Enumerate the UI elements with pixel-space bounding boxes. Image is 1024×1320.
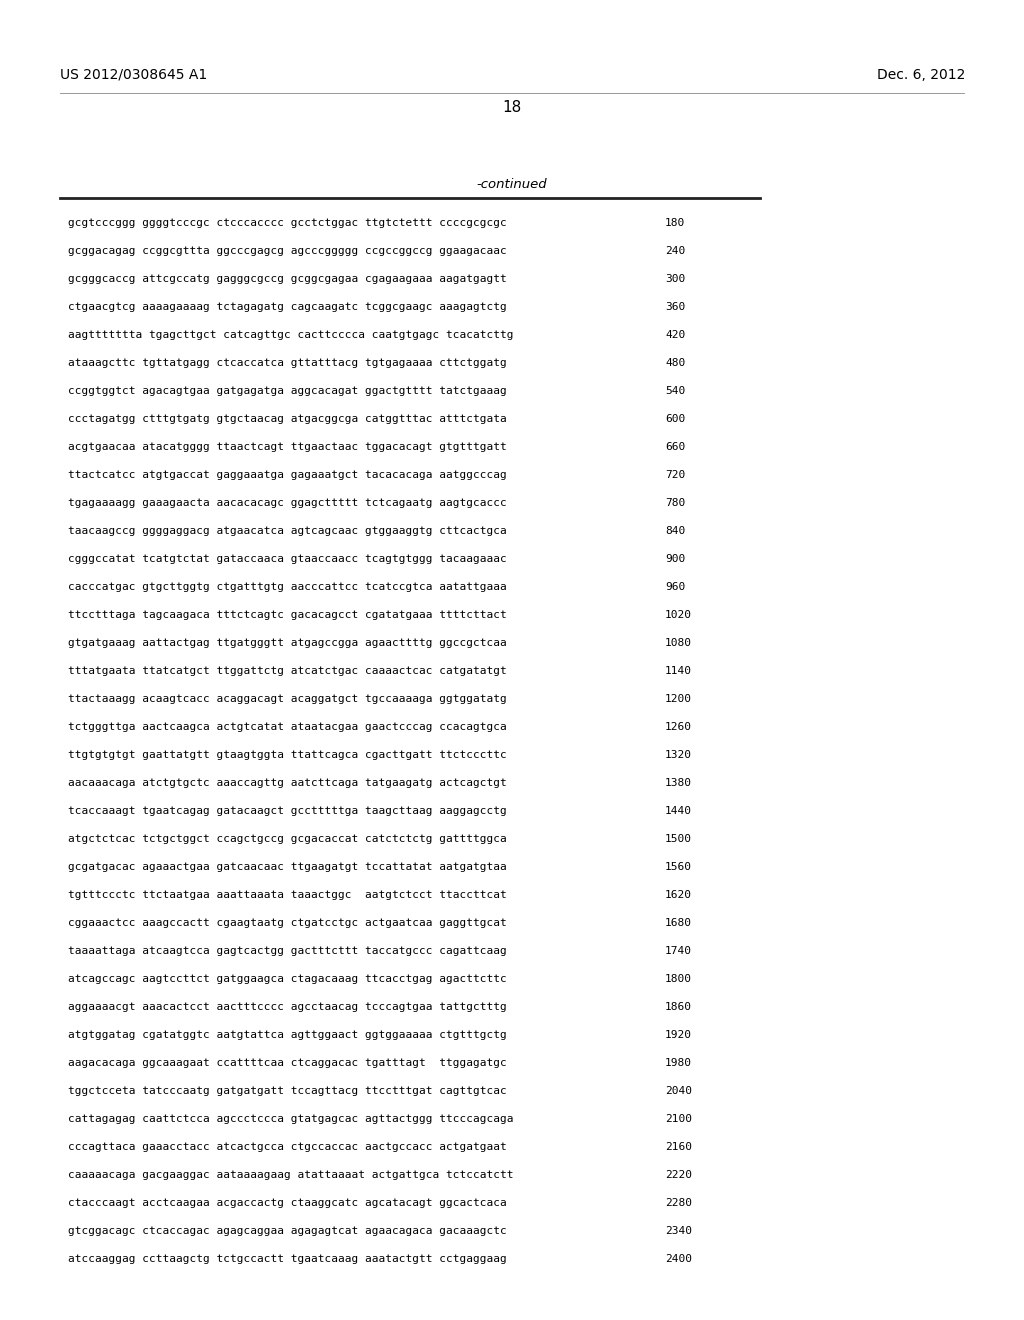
- Text: aagacacaga ggcaaagaat ccattttcaa ctcaggacac tgatttagt  ttggagatgc: aagacacaga ggcaaagaat ccattttcaa ctcagga…: [68, 1059, 507, 1068]
- Text: 2100: 2100: [665, 1114, 692, 1125]
- Text: tggctcceta tatcccaatg gatgatgatt tccagttacg ttcctttgat cagttgtcac: tggctcceta tatcccaatg gatgatgatt tccagtt…: [68, 1086, 507, 1096]
- Text: aacaaacaga atctgtgctc aaaccagttg aatcttcaga tatgaagatg actcagctgt: aacaaacaga atctgtgctc aaaccagttg aatcttc…: [68, 777, 507, 788]
- Text: 1740: 1740: [665, 946, 692, 956]
- Text: cggaaactcc aaagccactt cgaagtaatg ctgatcctgc actgaatcaa gaggttgcat: cggaaactcc aaagccactt cgaagtaatg ctgatcc…: [68, 917, 507, 928]
- Text: atgtggatag cgatatggtc aatgtattca agttggaact ggtggaaaaa ctgtttgctg: atgtggatag cgatatggtc aatgtattca agttgga…: [68, 1030, 507, 1040]
- Text: 960: 960: [665, 582, 685, 591]
- Text: atcagccagc aagtccttct gatggaagca ctagacaaag ttcacctgag agacttcttc: atcagccagc aagtccttct gatggaagca ctagaca…: [68, 974, 507, 983]
- Text: tctgggttga aactcaagca actgtcatat ataatacgaa gaactcccag ccacagtgca: tctgggttga aactcaagca actgtcatat ataatac…: [68, 722, 507, 733]
- Text: acgtgaacaa atacatgggg ttaactcagt ttgaactaac tggacacagt gtgtttgatt: acgtgaacaa atacatgggg ttaactcagt ttgaact…: [68, 442, 507, 451]
- Text: 1440: 1440: [665, 807, 692, 816]
- Text: -continued: -continued: [477, 178, 547, 191]
- Text: cattagagag caattctcca agccctccca gtatgagcac agttactggg ttcccagcaga: cattagagag caattctcca agccctccca gtatgag…: [68, 1114, 513, 1125]
- Text: ataaagcttc tgttatgagg ctcaccatca gttatttacg tgtgagaaaa cttctggatg: ataaagcttc tgttatgagg ctcaccatca gttattt…: [68, 358, 507, 368]
- Text: 1500: 1500: [665, 834, 692, 843]
- Text: 2400: 2400: [665, 1254, 692, 1265]
- Text: ttactcatcc atgtgaccat gaggaaatga gagaaatgct tacacacaga aatggcccag: ttactcatcc atgtgaccat gaggaaatga gagaaat…: [68, 470, 507, 480]
- Text: Dec. 6, 2012: Dec. 6, 2012: [877, 69, 965, 82]
- Text: 2340: 2340: [665, 1226, 692, 1236]
- Text: tttatgaata ttatcatgct ttggattctg atcatctgac caaaactcac catgatatgt: tttatgaata ttatcatgct ttggattctg atcatct…: [68, 667, 507, 676]
- Text: 1980: 1980: [665, 1059, 692, 1068]
- Text: 420: 420: [665, 330, 685, 341]
- Text: 2220: 2220: [665, 1170, 692, 1180]
- Text: ctgaacgtcg aaaagaaaag tctagagatg cagcaagatc tcggcgaagc aaagagtctg: ctgaacgtcg aaaagaaaag tctagagatg cagcaag…: [68, 302, 507, 312]
- Text: 360: 360: [665, 302, 685, 312]
- Text: 180: 180: [665, 218, 685, 228]
- Text: tcaccaaagt tgaatcagag gatacaagct gcctttttga taagcttaag aaggagcctg: tcaccaaagt tgaatcagag gatacaagct gcctttt…: [68, 807, 507, 816]
- Text: 1320: 1320: [665, 750, 692, 760]
- Text: ctacccaagt acctcaagaa acgaccactg ctaaggcatc agcatacagt ggcactcaca: ctacccaagt acctcaagaa acgaccactg ctaaggc…: [68, 1199, 507, 1208]
- Text: 2280: 2280: [665, 1199, 692, 1208]
- Text: 660: 660: [665, 442, 685, 451]
- Text: gtcggacagc ctcaccagac agagcaggaa agagagtcat agaacagaca gacaaagctc: gtcggacagc ctcaccagac agagcaggaa agagagt…: [68, 1226, 507, 1236]
- Text: aggaaaacgt aaacactcct aactttcccc agcctaacag tcccagtgaa tattgctttg: aggaaaacgt aaacactcct aactttcccc agcctaa…: [68, 1002, 507, 1012]
- Text: gcgatgacac agaaactgaa gatcaacaac ttgaagatgt tccattatat aatgatgtaa: gcgatgacac agaaactgaa gatcaacaac ttgaaga…: [68, 862, 507, 873]
- Text: 1200: 1200: [665, 694, 692, 704]
- Text: ttactaaagg acaagtcacc acaggacagt acaggatgct tgccaaaaga ggtggatatg: ttactaaagg acaagtcacc acaggacagt acaggat…: [68, 694, 507, 704]
- Text: 1800: 1800: [665, 974, 692, 983]
- Text: 1080: 1080: [665, 638, 692, 648]
- Text: gcgggcaccg attcgccatg gagggcgccg gcggcgagaa cgagaagaaa aagatgagtt: gcgggcaccg attcgccatg gagggcgccg gcggcga…: [68, 275, 507, 284]
- Text: cgggccatat tcatgtctat gataccaaca gtaaccaacc tcagtgtggg tacaagaaac: cgggccatat tcatgtctat gataccaaca gtaacca…: [68, 554, 507, 564]
- Text: gcgtcccggg ggggtcccgc ctcccacccc gcctctggac ttgtctettt ccccgcgcgc: gcgtcccggg ggggtcccgc ctcccacccc gcctctg…: [68, 218, 507, 228]
- Text: 2040: 2040: [665, 1086, 692, 1096]
- Text: atccaaggag ccttaagctg tctgccactt tgaatcaaag aaatactgtt cctgaggaag: atccaaggag ccttaagctg tctgccactt tgaatca…: [68, 1254, 507, 1265]
- Text: 1920: 1920: [665, 1030, 692, 1040]
- Text: 1860: 1860: [665, 1002, 692, 1012]
- Text: 720: 720: [665, 470, 685, 480]
- Text: 1380: 1380: [665, 777, 692, 788]
- Text: 1560: 1560: [665, 862, 692, 873]
- Text: 2160: 2160: [665, 1142, 692, 1152]
- Text: 840: 840: [665, 525, 685, 536]
- Text: 900: 900: [665, 554, 685, 564]
- Text: aagttttttta tgagcttgct catcagttgc cacttcccca caatgtgagc tcacatcttg: aagttttttta tgagcttgct catcagttgc cacttc…: [68, 330, 513, 341]
- Text: 18: 18: [503, 100, 521, 116]
- Text: US 2012/0308645 A1: US 2012/0308645 A1: [60, 69, 207, 82]
- Text: 480: 480: [665, 358, 685, 368]
- Text: atgctctcac tctgctggct ccagctgccg gcgacaccat catctctctg gattttggca: atgctctcac tctgctggct ccagctgccg gcgacac…: [68, 834, 507, 843]
- Text: tgagaaaagg gaaagaacta aacacacagc ggagcttttt tctcagaatg aagtgcaccc: tgagaaaagg gaaagaacta aacacacagc ggagctt…: [68, 498, 507, 508]
- Text: ttgtgtgtgt gaattatgtt gtaagtggta ttattcagca cgacttgatt ttctcccttc: ttgtgtgtgt gaattatgtt gtaagtggta ttattca…: [68, 750, 507, 760]
- Text: ccggtggtct agacagtgaa gatgagatga aggcacagat ggactgtttt tatctgaaag: ccggtggtct agacagtgaa gatgagatga aggcaca…: [68, 385, 507, 396]
- Text: 240: 240: [665, 246, 685, 256]
- Text: 780: 780: [665, 498, 685, 508]
- Text: taaaattaga atcaagtcca gagtcactgg gactttcttt taccatgccc cagattcaag: taaaattaga atcaagtcca gagtcactgg gactttc…: [68, 946, 507, 956]
- Text: ccctagatgg ctttgtgatg gtgctaacag atgacggcga catggtttac atttctgata: ccctagatgg ctttgtgatg gtgctaacag atgacgg…: [68, 414, 507, 424]
- Text: 540: 540: [665, 385, 685, 396]
- Text: 1140: 1140: [665, 667, 692, 676]
- Text: gcggacagag ccggcgttta ggcccgagcg agcccggggg ccgccggccg ggaagacaac: gcggacagag ccggcgttta ggcccgagcg agcccgg…: [68, 246, 507, 256]
- Text: cacccatgac gtgcttggtg ctgatttgtg aacccattcc tcatccgtca aatattgaaa: cacccatgac gtgcttggtg ctgatttgtg aacccat…: [68, 582, 507, 591]
- Text: ttcctttaga tagcaagaca tttctcagtc gacacagcct cgatatgaaa ttttcttact: ttcctttaga tagcaagaca tttctcagtc gacacag…: [68, 610, 507, 620]
- Text: cccagttaca gaaacctacc atcactgcca ctgccaccac aactgccacc actgatgaat: cccagttaca gaaacctacc atcactgcca ctgccac…: [68, 1142, 507, 1152]
- Text: 1680: 1680: [665, 917, 692, 928]
- Text: taacaagccg ggggaggacg atgaacatca agtcagcaac gtggaaggtg cttcactgca: taacaagccg ggggaggacg atgaacatca agtcagc…: [68, 525, 507, 536]
- Text: 1260: 1260: [665, 722, 692, 733]
- Text: 1620: 1620: [665, 890, 692, 900]
- Text: tgtttccctc ttctaatgaa aaattaaata taaactggc  aatgtctcct ttaccttcat: tgtttccctc ttctaatgaa aaattaaata taaactg…: [68, 890, 507, 900]
- Text: 1020: 1020: [665, 610, 692, 620]
- Text: 600: 600: [665, 414, 685, 424]
- Text: caaaaacaga gacgaaggac aataaaagaag atattaaaat actgattgca tctccatctt: caaaaacaga gacgaaggac aataaaagaag atatta…: [68, 1170, 513, 1180]
- Text: 300: 300: [665, 275, 685, 284]
- Text: gtgatgaaag aattactgag ttgatgggtt atgagccgga agaacttttg ggccgctcaa: gtgatgaaag aattactgag ttgatgggtt atgagcc…: [68, 638, 507, 648]
